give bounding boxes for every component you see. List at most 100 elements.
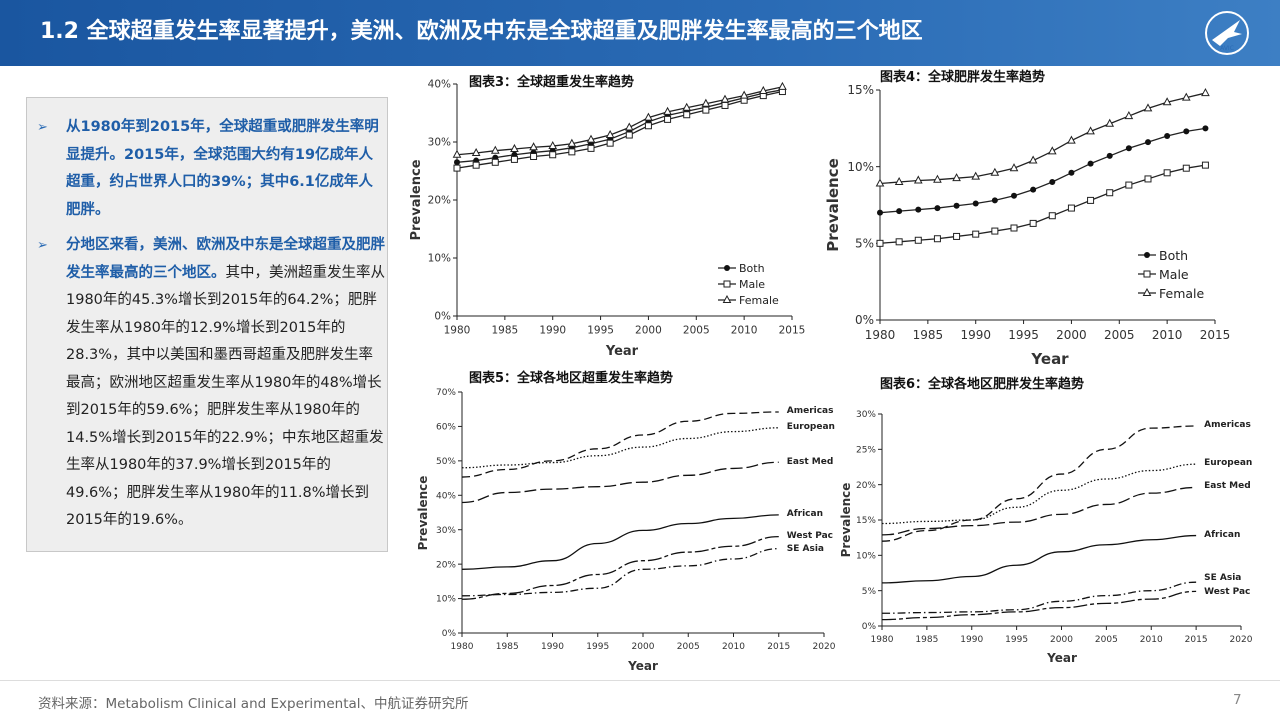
data-point-female	[758, 85, 768, 94]
data-point-female	[720, 94, 730, 103]
x-tick-label: 1995	[1005, 635, 1028, 645]
summary-textbox: ➢ 从1980年到2015年，全球超重或肥胖发生率明显提升。2015年，全球范围…	[26, 97, 388, 552]
data-point-both	[1164, 133, 1171, 139]
data-point-male	[1125, 181, 1133, 189]
data-point-male	[549, 151, 557, 159]
data-point-male	[1067, 204, 1075, 212]
legend-marker-male	[723, 280, 731, 288]
data-point-male	[683, 111, 691, 119]
series-label-african: African	[787, 509, 823, 519]
series-label-se-asia: SE Asia	[1204, 573, 1241, 583]
x-tick-label: 2005	[1095, 635, 1118, 645]
x-tick-label: 1980	[865, 328, 896, 342]
data-point-both	[1030, 186, 1037, 193]
series-line-male	[879, 164, 1206, 244]
data-point-male	[914, 236, 922, 244]
x-tick-label: 1995	[1008, 328, 1039, 342]
data-point-both	[1145, 139, 1151, 146]
x-tick-label: 2000	[1050, 635, 1073, 645]
data-point-female	[1067, 135, 1076, 144]
bullet-arrow-icon: ➢	[37, 120, 48, 135]
chart-global-overweight: 0% 10% 20% 30% 40% 1980 1985 1990 1995 2000 2005 20…	[409, 79, 805, 359]
data-point-both	[1125, 145, 1132, 152]
data-point-female	[701, 98, 711, 107]
y-axis-title: Prevalence	[416, 476, 430, 551]
data-point-male	[510, 155, 518, 163]
summary-detail-2: 其中，美洲超重发生率从1980年的45.3%增长到2015年的64.2%；肥胖发…	[66, 264, 385, 529]
series-label-se-asia: SE Asia	[787, 544, 824, 554]
legend-marker-female	[1142, 287, 1152, 296]
y-tick-label: 40%	[428, 79, 451, 91]
data-point-male	[972, 230, 980, 238]
data-point-female	[586, 134, 596, 143]
data-point-male	[991, 227, 999, 235]
data-point-female	[739, 90, 749, 99]
data-point-female	[452, 149, 462, 158]
y-tick-label: 10%	[847, 160, 874, 174]
data-point-female	[1124, 111, 1134, 120]
series-label-african: African	[1204, 530, 1240, 540]
y-tick-label: 60%	[436, 423, 456, 433]
y-tick-label: 40%	[436, 491, 456, 501]
x-tick-label: 1995	[587, 325, 614, 337]
data-point-both	[934, 205, 941, 212]
series-line-se-asia	[881, 581, 1197, 614]
data-point-female	[1086, 126, 1095, 135]
chart5-title: 图表5：全球各地区超重发生率趋势	[469, 371, 674, 386]
data-point-female	[1105, 118, 1115, 127]
x-tick-label: 1990	[541, 642, 564, 652]
x-tick-label: 2005	[1104, 328, 1135, 342]
data-point-male	[568, 148, 576, 156]
legend-marker-female	[722, 294, 732, 303]
legend-label-male: Male	[1159, 267, 1189, 282]
summary-highlight-1: 从1980年到2015年，全球超重或肥胖发生率明显提升。2015年，全球范围大约…	[66, 119, 379, 218]
data-point-both	[1011, 192, 1017, 199]
chart-regional-obesity: 0% 5% 10% 15% 20% 25% 30% 1980 1985 1990 1995 2000 2…	[839, 410, 1253, 665]
data-point-male	[606, 139, 614, 147]
data-point-female	[1143, 103, 1153, 112]
data-point-male	[1163, 169, 1171, 177]
data-point-female	[1201, 88, 1210, 97]
data-point-female	[952, 173, 961, 182]
x-tick-label: 1985	[913, 328, 944, 342]
y-tick-label: 20%	[428, 195, 451, 207]
series-label-americas: Americas	[787, 406, 834, 416]
data-point-female	[490, 145, 500, 154]
series-label-americas: Americas	[1204, 420, 1251, 430]
x-tick-label: 2010	[1140, 635, 1163, 645]
y-tick-label: 30%	[428, 137, 451, 149]
legend-marker-male	[1143, 270, 1151, 278]
x-axis-title: Year	[627, 659, 658, 673]
source-note: 资料来源：Metabolism Clinical and Experimenta…	[38, 696, 469, 712]
bullet-arrow-icon: ➢	[37, 238, 48, 253]
x-tick-label: 2005	[677, 642, 700, 652]
data-point-male	[1010, 224, 1018, 232]
data-point-female	[510, 143, 519, 152]
x-tick-label: 2000	[1056, 328, 1087, 342]
y-tick-label: 20%	[856, 481, 876, 491]
avic-plane-logo-icon: AVIC	[1205, 11, 1249, 55]
legend-label-male: Male	[739, 278, 765, 291]
y-tick-label: 10%	[436, 595, 456, 605]
legend-marker-both	[724, 265, 730, 271]
data-point-both	[454, 159, 460, 166]
data-point-both	[1106, 152, 1113, 159]
legend-label-both: Both	[1159, 248, 1188, 263]
y-tick-label: 70%	[436, 388, 456, 398]
x-tick-label: 2000	[632, 642, 655, 652]
data-point-female	[605, 129, 615, 139]
data-point-female	[1047, 146, 1057, 155]
data-point-both	[991, 197, 998, 204]
footer-divider	[0, 680, 1280, 681]
y-axis-title: Prevalence	[824, 158, 842, 252]
legend-marker-both	[1144, 252, 1150, 258]
y-tick-label: 0%	[862, 622, 877, 632]
data-point-male	[702, 106, 710, 114]
data-point-male	[1106, 189, 1114, 197]
series-label-east-med: East Med	[787, 457, 834, 467]
series-line-west-pac	[461, 535, 779, 600]
summary-highlight-2: 分地区来看，美洲、欧洲及中东是全球超重及肥胖发生率最高的三个地区。	[66, 237, 385, 281]
x-tick-label: 2015	[1200, 328, 1231, 342]
legend-label-female: Female	[739, 294, 779, 307]
y-tick-label: 5%	[862, 587, 877, 597]
